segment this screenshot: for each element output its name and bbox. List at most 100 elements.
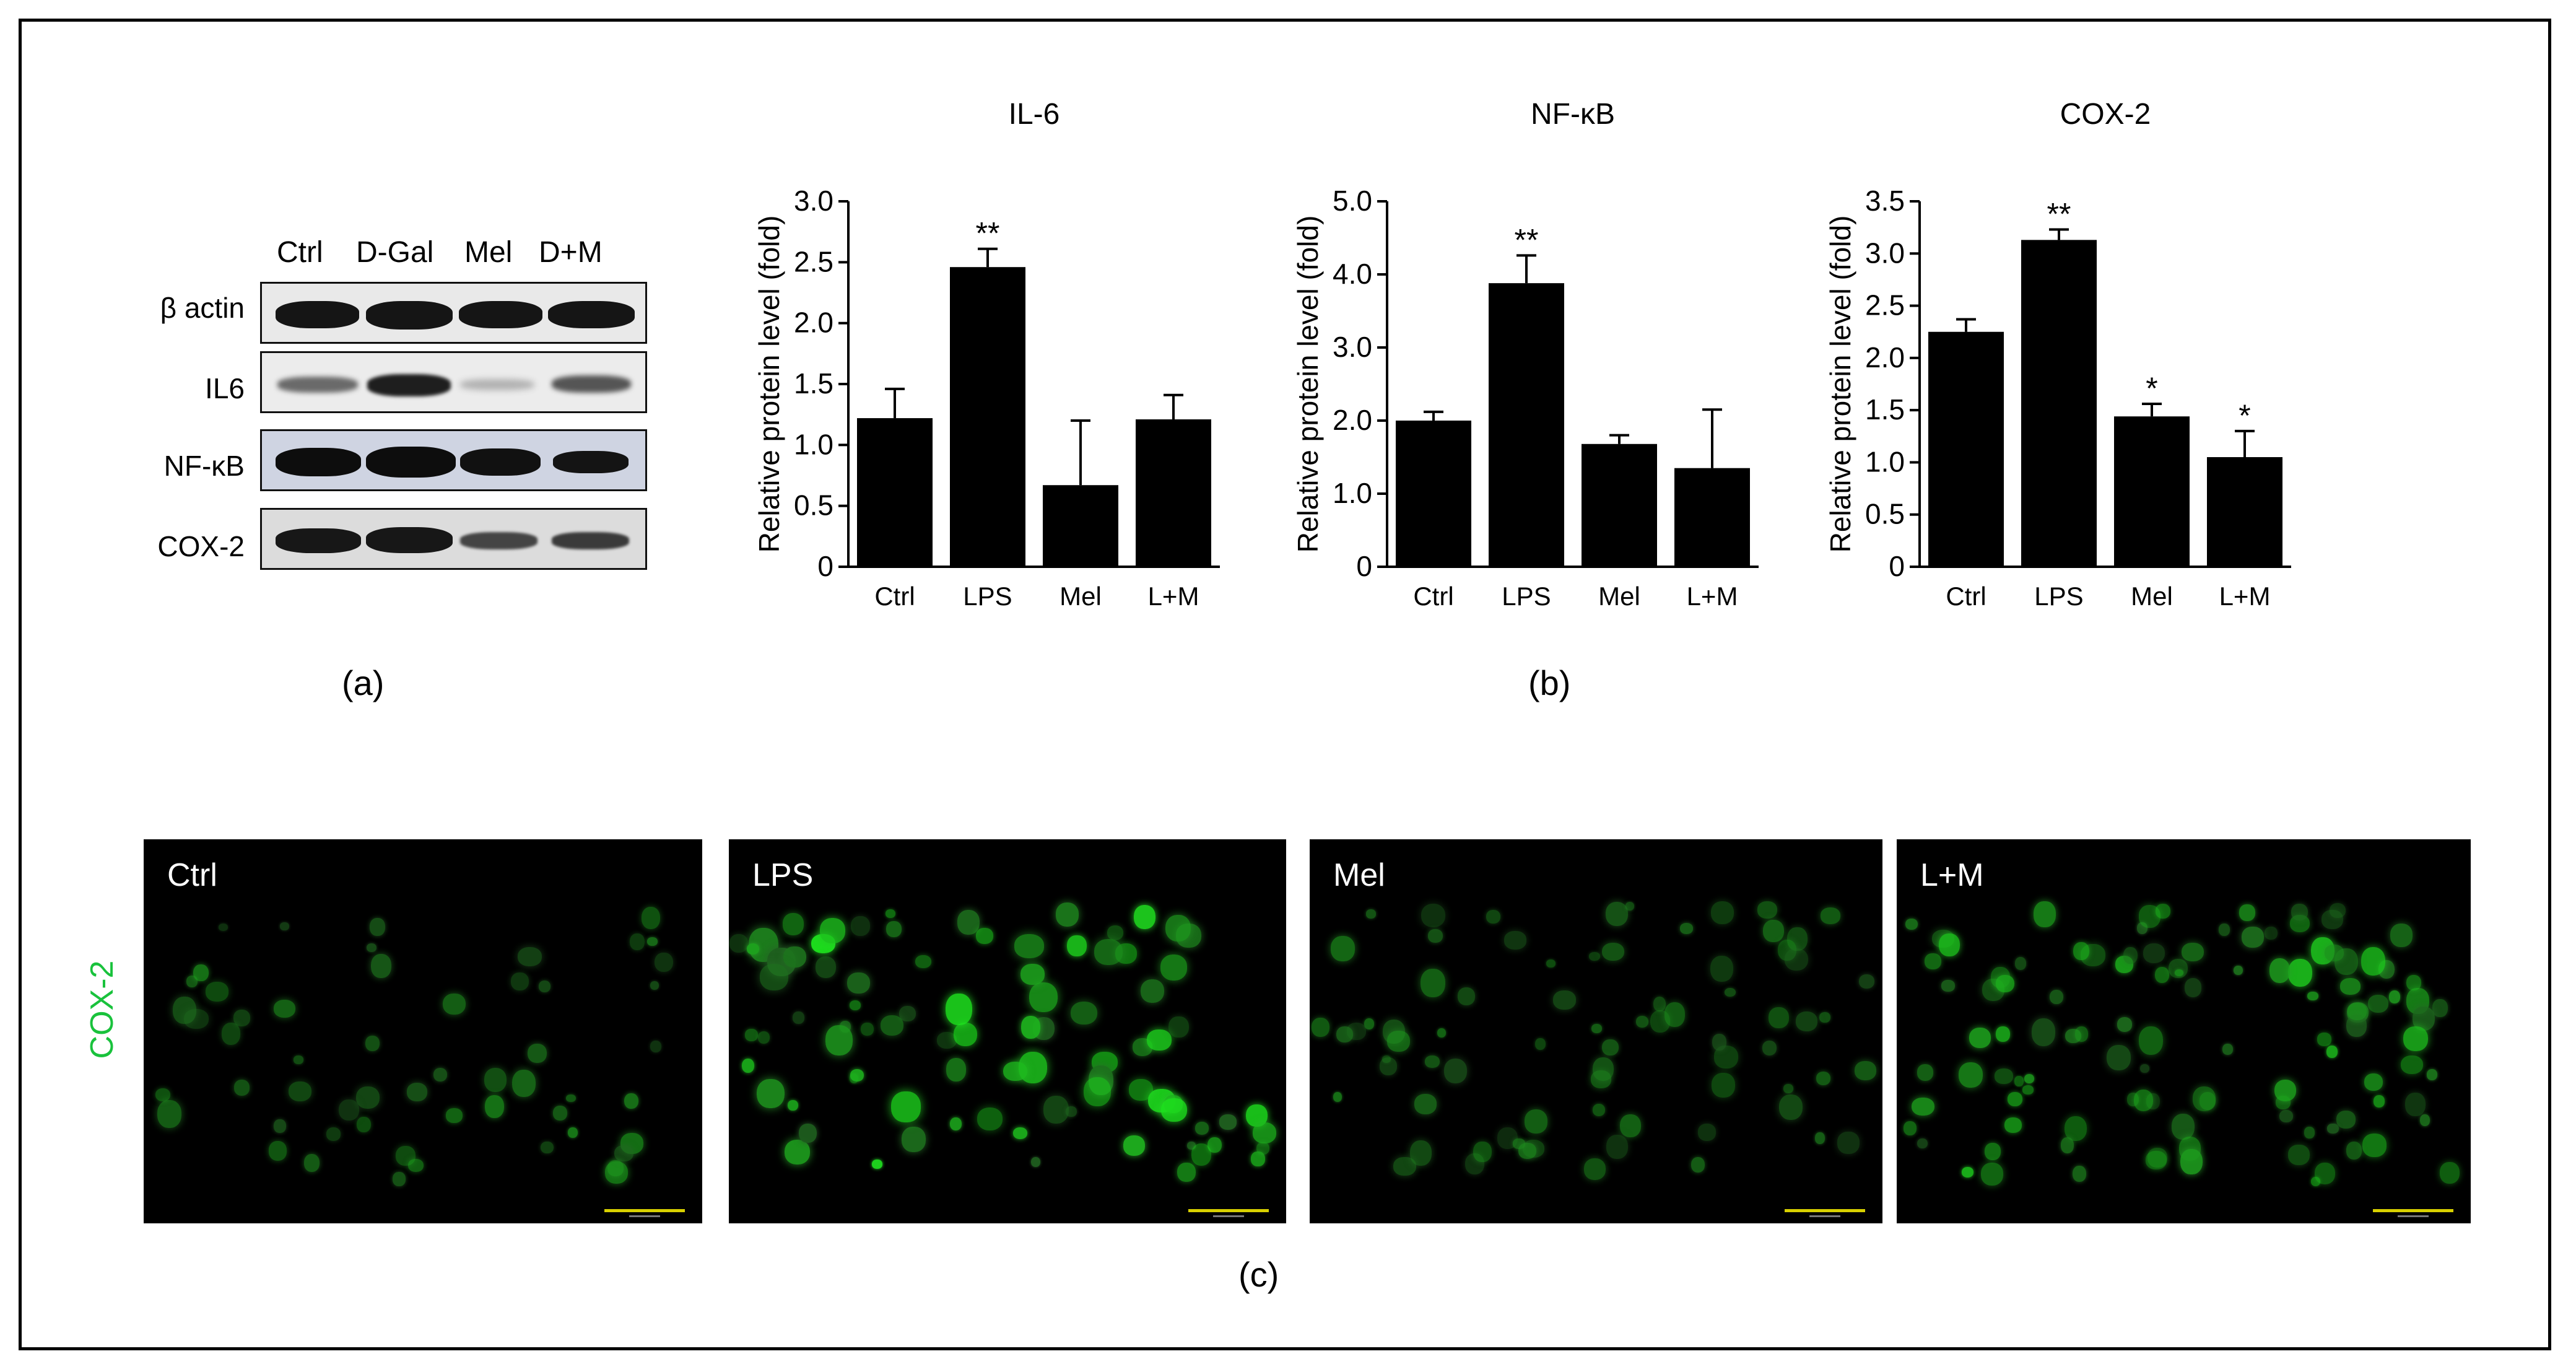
fluorescent-cell — [2274, 1079, 2297, 1102]
fluorescent-cell — [326, 1127, 341, 1142]
fluorescent-cell — [1252, 1122, 1276, 1143]
fluorescent-cell — [886, 909, 896, 918]
fluorescent-cell — [1664, 1002, 1686, 1027]
fluorescent-cell — [2364, 1073, 2383, 1091]
fluorescent-cell — [1821, 907, 1841, 924]
fluorescent-cell — [2321, 910, 2344, 930]
fluorescent-cell — [614, 1145, 633, 1162]
fluorescent-cell — [2307, 992, 2318, 1001]
row-label-actin: β actin — [160, 292, 245, 324]
fluorescent-cell — [2174, 969, 2183, 977]
figure-frame — [19, 19, 2551, 1350]
y-tick-label: 3.0 — [1865, 237, 1905, 269]
y-tick-label: 0 — [817, 550, 833, 582]
fluorescent-cell — [2400, 1055, 2424, 1075]
fluorescent-cell — [915, 955, 932, 969]
fluorescent-cell — [1591, 1023, 1603, 1034]
fluorescent-cell — [2346, 1142, 2362, 1160]
fluorescent-cell — [2181, 942, 2204, 962]
y-axis-label: Relative protein level (fold) — [1292, 216, 1324, 553]
fluorescent-cell — [2064, 1116, 2087, 1142]
fluorescent-cell — [847, 972, 870, 994]
significance-mark: * — [2239, 398, 2250, 433]
fluorescent-cell — [445, 1108, 463, 1123]
scale-bar — [2373, 1209, 2453, 1217]
fluorescent-cell — [1837, 1132, 1860, 1154]
fluorescent-cell — [1635, 1015, 1649, 1028]
fluorescent-cell — [407, 1159, 424, 1173]
fluorescent-cell — [1605, 902, 1629, 926]
fluorescent-cell — [1177, 1163, 1196, 1182]
fluorescent-cell — [1777, 939, 1797, 961]
bar-lps — [950, 267, 1025, 567]
fluorescent-cell — [1020, 963, 1045, 985]
fluorescent-cell — [2361, 947, 2386, 976]
fluorescent-cell — [2419, 1114, 2430, 1127]
fluorescent-cell — [511, 1069, 536, 1097]
micrograph-ctrl: Ctrl — [144, 839, 702, 1223]
fluorescent-cell — [1941, 980, 1955, 992]
bar-lps — [2021, 240, 2097, 567]
scale-bar — [604, 1209, 685, 1217]
row-label-nfkb: NF-κB — [163, 450, 245, 482]
x-tick-label: Ctrl — [874, 582, 915, 611]
bar-mel — [2114, 416, 2190, 567]
fluorescent-cell — [1619, 1114, 1641, 1138]
fluorescent-cell — [2287, 958, 2313, 987]
fluorescent-cell — [1854, 1061, 1876, 1081]
fluorescent-cell — [799, 1124, 817, 1143]
fluorescent-cell — [2239, 904, 2255, 922]
fluorescent-cell — [936, 1032, 957, 1049]
fluorescent-cell — [2184, 977, 2202, 997]
fluorescent-cell — [2192, 1086, 2216, 1111]
fluorescent-cell — [2022, 1085, 2034, 1095]
y-tick-label: 0.5 — [794, 489, 833, 522]
fluorescent-cell — [553, 1106, 567, 1121]
fluorescent-cell — [2031, 1018, 2056, 1047]
fluorescent-cell — [1066, 1106, 1077, 1117]
fluorescent-cell — [221, 1023, 241, 1045]
fluorescent-cell — [1783, 1083, 1793, 1094]
fluorescent-cell — [1653, 996, 1666, 1012]
fluorescent-cell — [880, 1015, 904, 1036]
micrograph-label-lm: L+M — [1920, 857, 1984, 893]
fluorescent-cell — [2367, 994, 2388, 1013]
fluorescent-cell — [1859, 974, 1874, 989]
fluorescent-cell — [2317, 1033, 2331, 1046]
bar-lm — [2207, 457, 2282, 567]
micrograph-label-lps: LPS — [752, 857, 814, 893]
fluorescent-cell — [1679, 923, 1694, 934]
micrograph-lps: LPS — [729, 839, 1286, 1223]
fluorescent-cell — [268, 1141, 287, 1161]
fluorescent-cell — [891, 1091, 921, 1122]
lane-header-ctrl: Ctrl — [277, 236, 323, 269]
fluorescent-cell — [1958, 1062, 1983, 1088]
fluorescent-cell — [1331, 936, 1355, 961]
fluorescent-cell — [2291, 903, 2308, 920]
fluorescent-cell — [641, 907, 661, 930]
fluorescent-cell — [2327, 1123, 2339, 1134]
fluorescent-cell — [1762, 1040, 1777, 1056]
fluorescent-cell — [899, 1005, 916, 1022]
fluorescent-cell — [850, 1000, 861, 1010]
panel-label-a: (a) — [342, 663, 385, 702]
fluorescent-cell — [1021, 1016, 1041, 1039]
micrograph-label-mel: Mel — [1333, 857, 1385, 893]
blot-il6 — [260, 351, 647, 413]
bar-lm — [1136, 419, 1211, 567]
fluorescent-cell — [1311, 1017, 1329, 1037]
fluorescent-cell — [902, 1127, 926, 1153]
fluorescent-cell — [1421, 903, 1446, 928]
chart-title: IL-6 — [1009, 98, 1060, 131]
fluorescent-cell — [1712, 1073, 1736, 1098]
x-tick-label: LPS — [963, 582, 1012, 611]
fluorescent-cell — [1784, 948, 1809, 971]
fluorescent-cell — [2329, 902, 2346, 918]
fluorescent-cell — [1961, 1167, 1974, 1178]
x-tick-label: Mel — [1060, 582, 1102, 611]
fluorescent-cell — [2004, 1117, 2022, 1133]
fluorescent-cell — [1589, 951, 1601, 961]
blot-actin — [260, 282, 647, 344]
y-tick-label: 1.5 — [1865, 393, 1905, 426]
x-tick-label: Ctrl — [1413, 582, 1453, 611]
